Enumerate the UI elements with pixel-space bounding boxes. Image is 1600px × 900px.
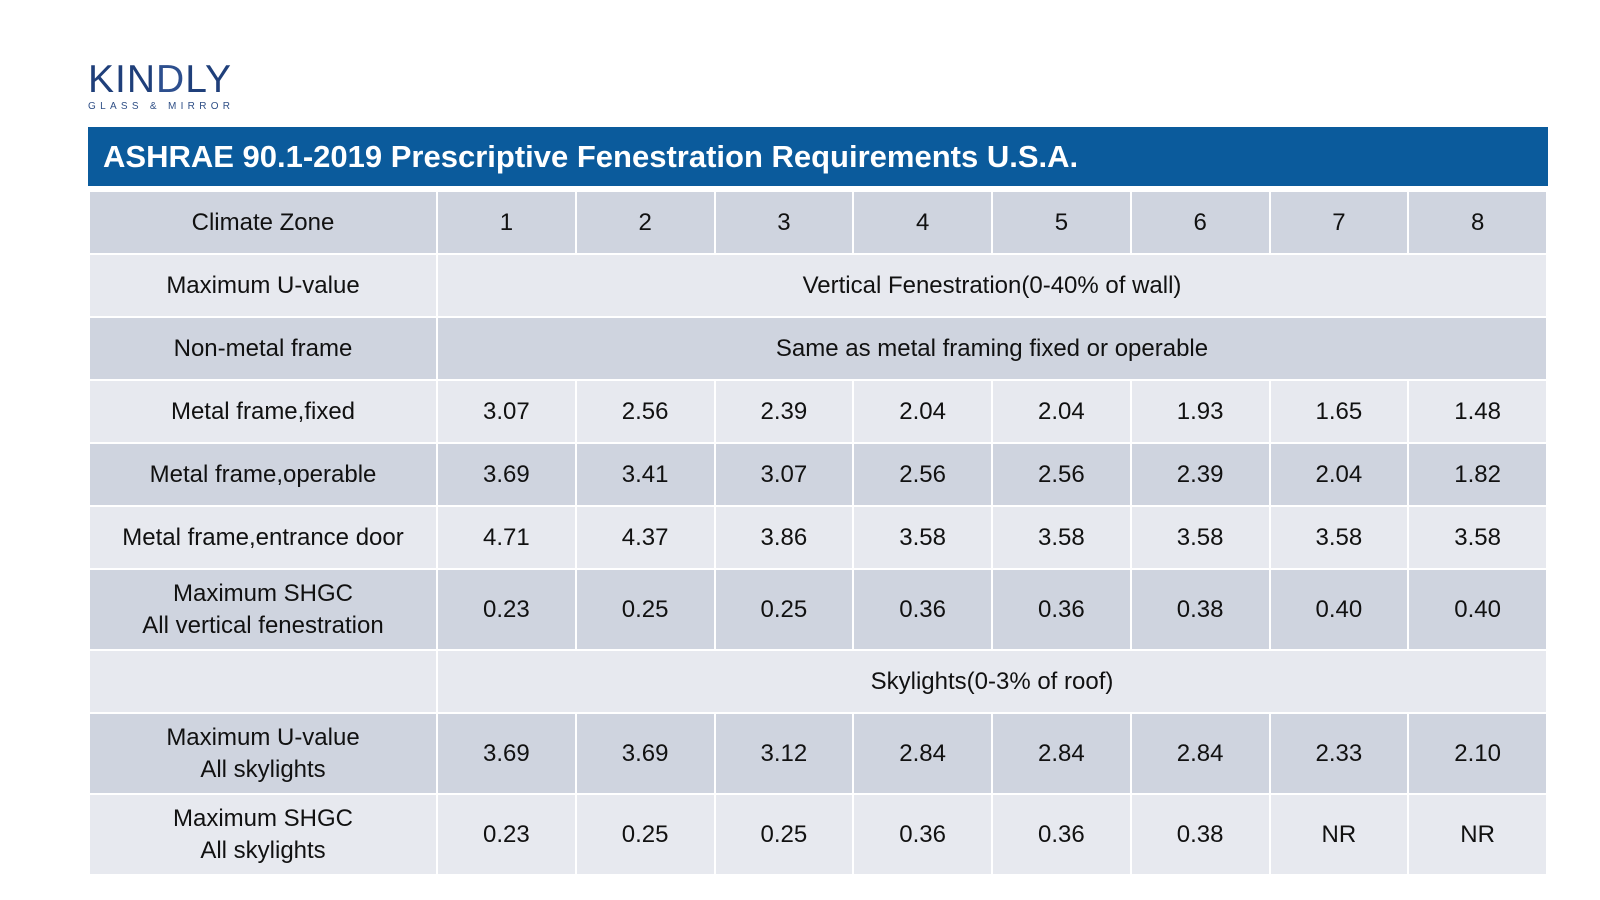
logo-wordmark: KIN D LY: [88, 58, 232, 101]
value-cell: 1.48: [1407, 379, 1548, 444]
value-cell: 2.04: [852, 379, 993, 444]
non-metal-row: Non-metal frame Same as metal framing fi…: [88, 316, 1548, 381]
value-cell: 3.69: [574, 712, 716, 795]
value-cell: 3.41: [574, 442, 716, 507]
value-cell: NR: [1268, 793, 1410, 876]
fenestration-requirements-table: Climate Zone 1 2 3 4 5 6 7 8 Maximum U-v…: [88, 190, 1548, 876]
table-row: Metal frame,fixed 3.07 2.56 2.39 2.04 2.…: [88, 379, 1548, 444]
zone-header: 2: [574, 190, 716, 255]
value-cell: 0.40: [1407, 568, 1548, 651]
row-label: Maximum SHGC All skylights: [88, 793, 438, 876]
skylights-section-row: Skylights(0-3% of roof): [88, 649, 1548, 714]
value-cell: 2.56: [574, 379, 716, 444]
zone-header: 1: [436, 190, 577, 255]
climate-zone-label: Climate Zone: [88, 190, 438, 255]
value-cell: 0.40: [1268, 568, 1410, 651]
section-span-cell: Skylights(0-3% of roof): [436, 649, 1548, 714]
section-span-cell: Vertical Fenestration(0-40% of wall): [436, 253, 1548, 318]
row-label: Non-metal frame: [88, 316, 438, 381]
value-cell: 2.84: [1129, 712, 1271, 795]
value-cell: 0.36: [991, 568, 1132, 651]
vertical-section-row: Maximum U-value Vertical Fenestration(0-…: [88, 253, 1548, 318]
value-cell: 1.82: [1407, 442, 1548, 507]
page-title: ASHRAE 90.1-2019 Prescriptive Fenestrati…: [88, 127, 1548, 186]
value-cell: 0.36: [991, 793, 1132, 876]
value-cell: 3.07: [713, 442, 855, 507]
zone-header: 4: [852, 190, 993, 255]
table-row: Maximum U-value All skylights 3.69 3.69 3…: [88, 712, 1548, 795]
value-cell: 1.93: [1129, 379, 1271, 444]
kindly-logo: KIN D LY GLASS & MIRROR: [88, 60, 248, 114]
value-cell: 2.04: [1268, 442, 1410, 507]
value-cell: 2.84: [991, 712, 1132, 795]
row-label: Maximum SHGC All vertical fenestration: [88, 568, 438, 651]
value-cell: 2.33: [1268, 712, 1410, 795]
value-cell: 0.23: [436, 793, 577, 876]
table-row: Maximum SHGC All skylights 0.23 0.25 0.25…: [88, 793, 1548, 876]
value-cell: 2.84: [852, 712, 993, 795]
value-cell: 0.36: [852, 568, 993, 651]
zone-header: 7: [1268, 190, 1410, 255]
logo-d-mark: D: [156, 58, 186, 101]
value-cell: 3.69: [436, 712, 577, 795]
value-cell: 2.39: [1129, 442, 1271, 507]
row-label: Metal frame,operable: [88, 442, 438, 507]
value-cell: 0.25: [713, 793, 855, 876]
value-cell: 1.65: [1268, 379, 1410, 444]
value-cell: 0.23: [436, 568, 577, 651]
logo-tagline: GLASS & MIRROR: [88, 101, 235, 112]
row-label: Maximum U-value: [88, 253, 438, 318]
zone-header: 6: [1129, 190, 1271, 255]
value-cell: 4.71: [436, 505, 577, 570]
zone-header: 5: [991, 190, 1132, 255]
zone-header: 3: [713, 190, 855, 255]
value-cell: 0.36: [852, 793, 993, 876]
value-cell: 3.07: [436, 379, 577, 444]
value-cell: 2.56: [991, 442, 1132, 507]
value-cell: 3.58: [1407, 505, 1548, 570]
value-cell: 3.58: [1268, 505, 1410, 570]
value-cell: 3.69: [436, 442, 577, 507]
value-cell: 2.56: [852, 442, 993, 507]
value-cell: 0.25: [574, 793, 716, 876]
value-cell: 0.25: [574, 568, 716, 651]
value-cell: NR: [1407, 793, 1548, 876]
value-cell: 3.58: [852, 505, 993, 570]
row-label: Metal frame,fixed: [88, 379, 438, 444]
value-cell: 3.58: [1129, 505, 1271, 570]
row-label: Metal frame,entrance door: [88, 505, 438, 570]
value-cell: 4.37: [574, 505, 716, 570]
row-label: Maximum U-value All skylights: [88, 712, 438, 795]
table-row: Metal frame,operable 3.69 3.41 3.07 2.56…: [88, 442, 1548, 507]
zone-header: 8: [1407, 190, 1548, 255]
value-cell: 0.38: [1129, 568, 1271, 651]
value-cell: 3.86: [713, 505, 855, 570]
table-row: Metal frame,entrance door 4.71 4.37 3.86…: [88, 505, 1548, 570]
section-span-cell: Same as metal framing fixed or operable: [436, 316, 1548, 381]
value-cell: 3.12: [713, 712, 855, 795]
value-cell: 2.04: [991, 379, 1132, 444]
climate-zone-header-row: Climate Zone 1 2 3 4 5 6 7 8: [88, 190, 1548, 255]
table-row: Maximum SHGC All vertical fenestration 0.…: [88, 568, 1548, 651]
value-cell: 3.58: [991, 505, 1132, 570]
row-label: [88, 649, 438, 714]
value-cell: 0.25: [713, 568, 855, 651]
value-cell: 2.10: [1407, 712, 1548, 795]
value-cell: 0.38: [1129, 793, 1271, 876]
value-cell: 2.39: [713, 379, 855, 444]
